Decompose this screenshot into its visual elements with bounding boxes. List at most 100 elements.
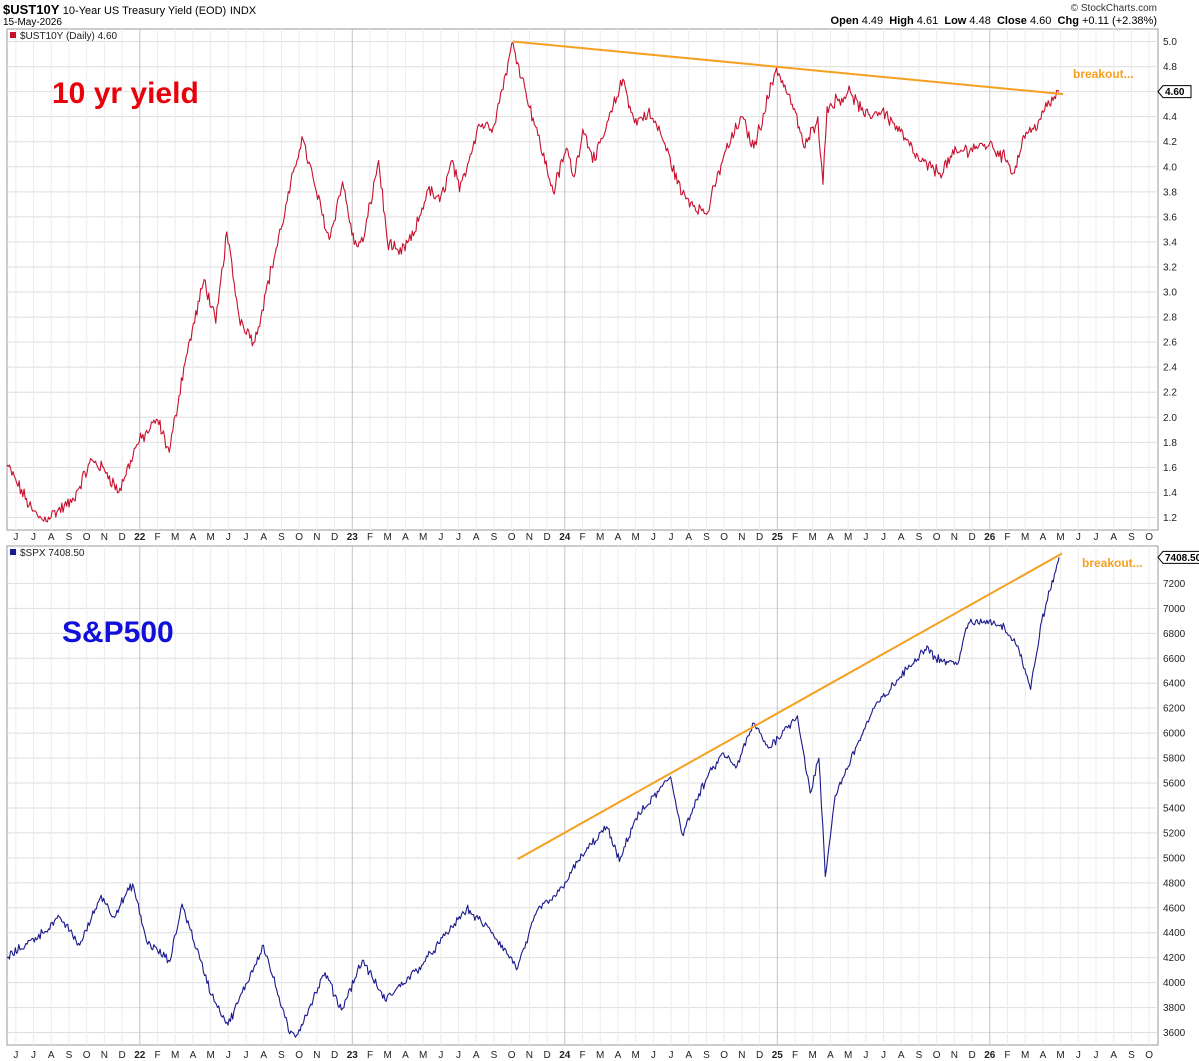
trendline [517, 552, 1063, 860]
y-tick-label: 6800 [1163, 629, 1186, 640]
x-tick-label: S [66, 1050, 73, 1061]
close-value: 4.60 [1029, 15, 1052, 27]
x-tick-label: N [738, 1050, 745, 1061]
x-tick-label: M [171, 1050, 179, 1061]
x-tick-label: M [844, 532, 852, 543]
x-tick-label: M [844, 1050, 852, 1061]
x-tick-label: A [898, 532, 905, 543]
y-tick-label: 2.0 [1163, 413, 1177, 424]
x-tick-label: J [1094, 1050, 1099, 1061]
last-value-label: 4.60 [1165, 87, 1185, 98]
x-tick-label: S [491, 1050, 498, 1061]
x-tick-label: M [1021, 1050, 1029, 1061]
x-tick-label: J [31, 1050, 36, 1061]
x-tick-label: A [1040, 1050, 1047, 1061]
y-tick-label: 3800 [1163, 1003, 1186, 1014]
spx-overlay-title: S&P500 [62, 616, 174, 649]
x-tick-label: 23 [347, 532, 359, 543]
x-tick-label: O [1145, 1050, 1153, 1061]
x-tick-label: M [596, 532, 604, 543]
legend-swatch [10, 32, 16, 38]
x-tick-label: M [419, 1050, 427, 1061]
x-tick-label: F [154, 532, 160, 543]
y-tick-label: 5.0 [1163, 37, 1177, 48]
x-tick-label: 22 [134, 532, 146, 543]
x-tick-label: A [827, 1050, 834, 1061]
y-tick-label: 4000 [1163, 978, 1186, 989]
x-tick-label: 23 [347, 1050, 359, 1061]
x-tick-label: S [916, 1050, 923, 1061]
x-tick-label: M [809, 1050, 817, 1061]
x-tick-label: F [579, 532, 585, 543]
x-tick-label: J [13, 532, 18, 543]
legend-label: $UST10Y (Daily) 4.60 [20, 31, 118, 42]
x-tick-label: M [631, 532, 639, 543]
x-tick-label: J [669, 532, 674, 543]
x-tick-label: N [313, 532, 320, 543]
x-tick-label: A [48, 1050, 55, 1061]
low-value: 4.48 [969, 15, 991, 27]
legend-swatch [10, 549, 16, 555]
chart-date: 15-May-2026 [3, 17, 62, 28]
trendline [512, 40, 1064, 96]
y-tick-label: 4400 [1163, 928, 1186, 939]
x-tick-label: O [933, 1050, 941, 1061]
x-tick-label: N [951, 1050, 958, 1061]
x-tick-label: 22 [134, 1050, 146, 1061]
y-tick-label: 1.4 [1163, 488, 1177, 499]
x-tick-label: F [1004, 1050, 1010, 1061]
x-tick-label: J [438, 532, 443, 543]
x-tick-label: F [792, 532, 798, 543]
x-tick-label: N [313, 1050, 320, 1061]
x-tick-label: A [260, 1050, 267, 1061]
x-tick-label: J [456, 532, 461, 543]
open-label: Open [830, 15, 859, 27]
x-tick-label: M [809, 532, 817, 543]
y-tick-label: 4600 [1163, 903, 1186, 914]
x-tick-label: F [367, 532, 373, 543]
ohlc-readout: Open 4.49 High 4.61 Low 4.48 Close 4.60 … [831, 15, 1157, 27]
x-tick-label: 25 [772, 532, 784, 543]
x-tick-label: O [508, 532, 516, 543]
x-tick-label: J [31, 532, 36, 543]
x-tick-label: M [171, 532, 179, 543]
y-tick-label: 5200 [1163, 828, 1186, 839]
x-tick-label: A [898, 1050, 905, 1061]
x-tick-label: J [1076, 1050, 1081, 1061]
close-label: Close [996, 15, 1027, 27]
x-tick-label: J [863, 1050, 868, 1061]
y-tick-label: 5400 [1163, 803, 1186, 814]
y-tick-label: 3600 [1163, 1028, 1186, 1039]
x-tick-label: M [1021, 532, 1029, 543]
x-tick-label: D [543, 1050, 550, 1061]
x-tick-label: A [48, 532, 55, 543]
x-tick-label: M [419, 532, 427, 543]
y-tick-label: 6200 [1163, 704, 1186, 715]
x-tick-label: M [206, 532, 214, 543]
y-tick-label: 3.8 [1163, 187, 1177, 198]
x-tick-label: S [916, 532, 923, 543]
x-tick-label: J [669, 1050, 674, 1061]
breakout-annotation: breakout... [1073, 67, 1134, 81]
y-tick-label: 4.2 [1163, 137, 1177, 148]
yield-series-line [6, 42, 1060, 523]
y-tick-label: 2.6 [1163, 338, 1177, 349]
x-tick-label: A [827, 532, 834, 543]
x-tick-label: A [1110, 532, 1117, 543]
exchange: INDX [229, 5, 257, 17]
x-tick-label: J [244, 532, 249, 543]
last-value-label: 7408.50 [1165, 553, 1199, 564]
x-tick-label: D [968, 1050, 975, 1061]
y-tick-label: 6000 [1163, 729, 1186, 740]
x-tick-label: 26 [984, 532, 996, 543]
x-tick-label: J [651, 1050, 656, 1061]
x-tick-label: F [792, 1050, 798, 1061]
x-tick-label: 24 [559, 1050, 571, 1061]
last-value-box [1157, 85, 1192, 99]
x-tick-label: J [438, 1050, 443, 1061]
x-tick-label: N [101, 1050, 108, 1061]
symbol-description: 10-Year US Treasury Yield (EOD) [62, 5, 227, 17]
x-tick-label: 24 [559, 532, 571, 543]
brand-watermark: © StockCharts.com [1070, 3, 1157, 14]
x-tick-label: J [1076, 532, 1081, 543]
